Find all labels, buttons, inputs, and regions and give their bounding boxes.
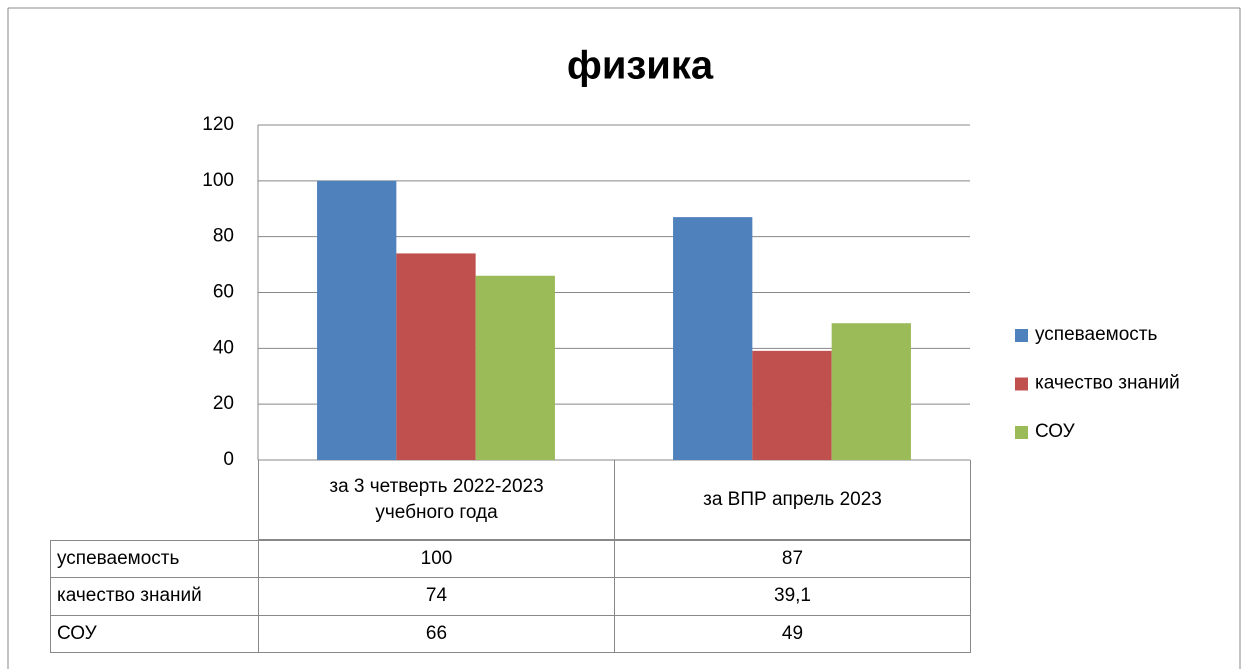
table-row-label: качество знаний xyxy=(50,577,259,616)
y-tick-label: 60 xyxy=(213,282,234,303)
y-tick-label: 100 xyxy=(202,170,234,191)
legend-label: СОУ xyxy=(1035,421,1076,442)
legend-label: успеваемость xyxy=(1035,324,1157,345)
y-tick-label: 80 xyxy=(213,226,234,247)
table-cell: 39,1 xyxy=(614,577,971,616)
legend-swatch xyxy=(1015,329,1028,342)
y-tick-label: 40 xyxy=(213,337,234,358)
bar xyxy=(831,323,911,460)
table-row-label: СОУ xyxy=(50,614,259,653)
table-cell: 49 xyxy=(614,614,971,653)
table-cell: 87 xyxy=(614,540,971,579)
bar xyxy=(752,350,832,460)
bar xyxy=(317,180,397,461)
table-cell: 66 xyxy=(258,614,615,653)
table-header: за ВПР апрель 2023 xyxy=(614,460,971,540)
legend-label: качество знаний xyxy=(1035,373,1180,394)
y-tick-label: 120 xyxy=(202,114,234,135)
table-cell: 100 xyxy=(258,540,615,579)
chart-title: физика xyxy=(567,44,714,88)
table-cell: 74 xyxy=(258,577,615,616)
legend-swatch xyxy=(1015,426,1028,439)
table-header: за 3 четверть 2022-2023 учебного года xyxy=(258,460,615,540)
y-tick-label: 20 xyxy=(213,393,234,414)
legend-swatch xyxy=(1015,377,1028,391)
bar xyxy=(396,253,476,460)
table-row-label: успеваемость xyxy=(50,540,259,579)
y-tick-label: 0 xyxy=(223,449,234,470)
bar xyxy=(475,275,555,460)
bar xyxy=(673,217,753,460)
